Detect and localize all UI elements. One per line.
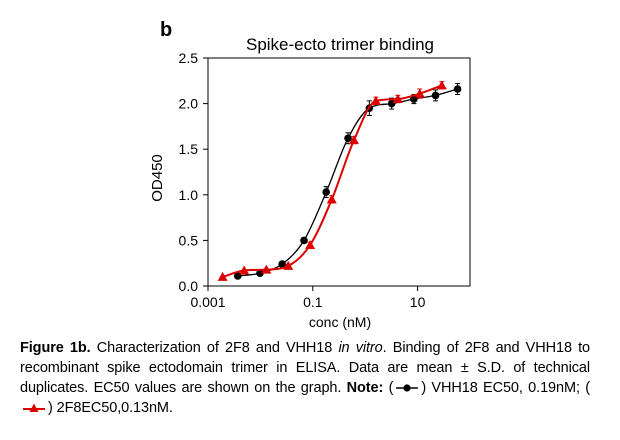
data-point-triangle (370, 95, 381, 105)
data-point-circle (278, 260, 286, 268)
series-circle (233, 83, 462, 280)
data-point-triangle (436, 80, 447, 90)
caption-text-3: ( (383, 380, 394, 396)
data-point-triangle (326, 194, 337, 204)
legend-red-triangle-icon (23, 403, 45, 413)
caption-text-4: ) VHH18 EC50, 0.19nM; ( (421, 380, 590, 396)
caption-figure-label: Figure 1b. (20, 340, 91, 356)
plot-area-frame (207, 57, 471, 287)
series-triangle (217, 80, 447, 281)
chart-title: Spike-ecto trimer binding (246, 35, 434, 54)
axis-ticks: 0.0 0.5 1.0 1.5 2.0 2.5 0.001 0.1 10 (179, 50, 426, 310)
data-point-triangle (392, 94, 403, 104)
data-point-circle (322, 188, 330, 196)
data-point-triangle (348, 135, 359, 145)
data-point-circle (300, 236, 308, 245)
y-tick-label: 2.0 (179, 96, 199, 112)
data-point-triangle (283, 260, 294, 270)
caption-text-2: . Binding of 2F8 and VHH18 to recombinan… (20, 340, 591, 396)
caption-in-vitro: in vitro (338, 340, 383, 356)
caption-note-label: Note: (346, 380, 384, 396)
x-axis-label: conc (nM) (309, 314, 371, 330)
legend-black-circle-icon (396, 384, 419, 392)
data-point-circle (387, 99, 396, 108)
x-tick-label: 10 (410, 294, 426, 310)
series-line (222, 84, 443, 278)
y-tick-label: 0.0 (179, 278, 199, 294)
data-point-circle (256, 269, 264, 278)
x-tick-label: 0.1 (303, 294, 323, 310)
data-point-circle (431, 91, 440, 100)
figure-caption: Figure 1b. Characterization of 2F8 and V… (20, 338, 590, 418)
binding-chart: b Spike-ecto trimer binding OD450 conc (… (149, 19, 471, 330)
y-tick-label: 1.0 (179, 187, 199, 203)
data-point-circle (344, 134, 352, 143)
y-tick-label: 2.5 (179, 50, 199, 66)
data-point-triangle (305, 239, 316, 249)
series-line (237, 88, 458, 277)
data-point-circle (453, 85, 462, 93)
data-point-triangle (239, 265, 250, 275)
data-point-triangle (261, 264, 272, 274)
data-point-triangle (217, 271, 228, 281)
y-tick-label: 1.5 (179, 141, 199, 157)
caption-text-1: Characterization of 2F8 and VHH18 (90, 340, 339, 356)
figure-panel: b Spike-ecto trimer binding OD450 conc (… (149, 19, 471, 330)
data-point-triangle (414, 88, 425, 98)
caption-text-5: ) 2F8EC50,0.13nM. (48, 400, 173, 416)
y-tick-label: 0.5 (179, 232, 199, 248)
x-tick-label: 0.001 (190, 294, 225, 310)
y-axis-label: OD450 (149, 154, 166, 202)
panel-label: b (160, 19, 172, 41)
series-layer (217, 80, 462, 281)
